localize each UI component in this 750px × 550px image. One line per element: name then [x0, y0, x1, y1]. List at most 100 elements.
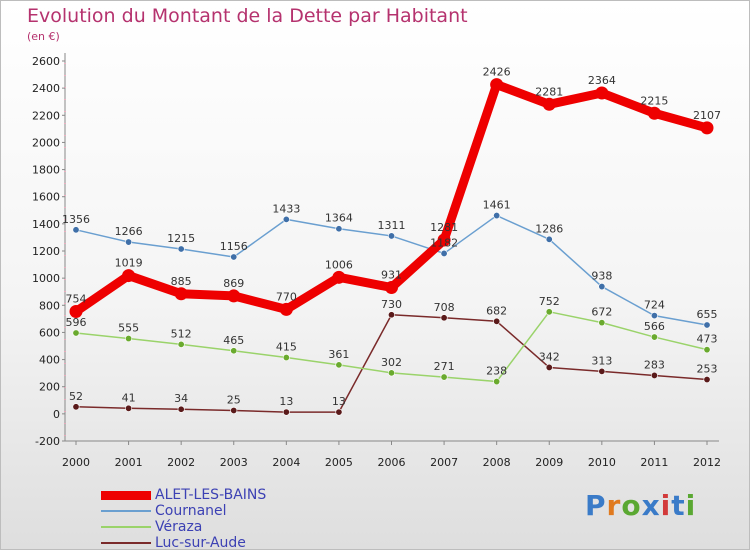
x-tick-label: 2011 [640, 456, 668, 469]
x-tick-label: 2006 [378, 456, 406, 469]
data-label: 1156 [220, 240, 248, 253]
logo-letter: o [621, 489, 642, 522]
chart-title: Evolution du Montant de la Dette par Hab… [27, 5, 468, 27]
data-label: 13 [332, 395, 346, 408]
y-tick-label: 1800 [32, 164, 60, 177]
data-label: 302 [381, 356, 402, 369]
x-tick-label: 2000 [62, 456, 90, 469]
data-label: 415 [276, 341, 297, 354]
data-label: 555 [118, 322, 139, 335]
logo-letter: x [641, 489, 661, 522]
data-point [387, 311, 395, 319]
data-label: 682 [486, 304, 507, 317]
data-point [335, 225, 343, 233]
data-point [598, 319, 606, 327]
data-label: 672 [591, 306, 612, 319]
data-label: 283 [644, 358, 665, 371]
data-point [69, 305, 83, 319]
x-tick-label: 2007 [430, 456, 458, 469]
data-point [332, 270, 346, 284]
data-label: 1433 [272, 202, 300, 215]
data-point [595, 86, 609, 100]
data-point [125, 238, 133, 246]
data-point [125, 404, 133, 412]
data-point [387, 369, 395, 377]
y-tick-label: 2400 [32, 82, 60, 95]
x-tick-label: 2002 [167, 456, 195, 469]
data-label: 566 [644, 320, 665, 333]
data-label: 473 [697, 333, 718, 346]
data-point [282, 354, 290, 362]
logo-letter: P [585, 489, 607, 522]
data-point [493, 378, 501, 386]
y-tick-label: 1000 [32, 272, 60, 285]
y-tick-label: -200 [35, 435, 60, 448]
y-tick-label: 1400 [32, 218, 60, 231]
data-label: 342 [539, 350, 560, 363]
data-point [230, 406, 238, 414]
data-point [493, 212, 501, 220]
data-label: 1215 [167, 232, 195, 245]
data-point [440, 373, 448, 381]
data-point [493, 317, 501, 325]
x-tick-label: 2012 [693, 456, 721, 469]
data-label: 2426 [483, 66, 511, 79]
chart-subtitle: (en €) [27, 30, 60, 43]
data-point [545, 308, 553, 316]
data-label: 2281 [535, 85, 563, 98]
data-label: 465 [223, 334, 244, 347]
data-label: 1019 [115, 257, 143, 270]
data-point [230, 253, 238, 261]
data-point [230, 347, 238, 355]
data-point [72, 226, 80, 234]
data-point [177, 405, 185, 413]
y-tick-label: 200 [39, 381, 60, 394]
data-point [72, 403, 80, 411]
data-label: 1286 [535, 222, 563, 235]
data-point [598, 283, 606, 291]
data-label: 754 [66, 293, 87, 306]
data-label: 1461 [483, 199, 511, 212]
data-point [545, 363, 553, 371]
data-point [703, 346, 711, 354]
data-point [335, 408, 343, 416]
data-point [227, 289, 241, 303]
data-label: 869 [223, 277, 244, 290]
data-label: 1364 [325, 212, 353, 225]
data-label: 1281 [430, 221, 458, 234]
data-point [174, 287, 188, 301]
legend-label: ALET-LES-BAINS [155, 487, 267, 503]
data-point [647, 106, 661, 120]
y-tick-label: 2600 [32, 55, 60, 68]
data-label: 1356 [62, 213, 90, 226]
data-point [490, 78, 504, 92]
data-label: 1182 [430, 236, 458, 249]
data-label: 238 [486, 365, 507, 378]
data-label: 313 [591, 354, 612, 367]
x-tick-label: 2010 [588, 456, 616, 469]
data-point [440, 249, 448, 257]
data-point [177, 340, 185, 348]
legend-swatch [101, 542, 151, 544]
data-label: 931 [381, 269, 402, 282]
data-label: 708 [434, 301, 455, 314]
data-point [650, 312, 658, 320]
x-tick-label: 2003 [220, 456, 248, 469]
data-label: 253 [697, 363, 718, 376]
legend-swatch [101, 490, 151, 500]
data-point [440, 314, 448, 322]
data-label: 2107 [693, 109, 721, 122]
y-tick-label: 400 [39, 354, 60, 367]
data-point [703, 376, 711, 384]
y-tick-label: 0 [53, 408, 60, 421]
data-point [385, 281, 398, 295]
data-label: 1266 [115, 225, 143, 238]
y-tick-label: 1600 [32, 191, 60, 204]
data-label: 938 [591, 270, 612, 283]
logo-letter: i [685, 489, 697, 522]
data-point [650, 371, 658, 379]
data-label: 770 [276, 290, 297, 303]
data-label: 361 [328, 348, 349, 361]
data-point [282, 408, 290, 416]
